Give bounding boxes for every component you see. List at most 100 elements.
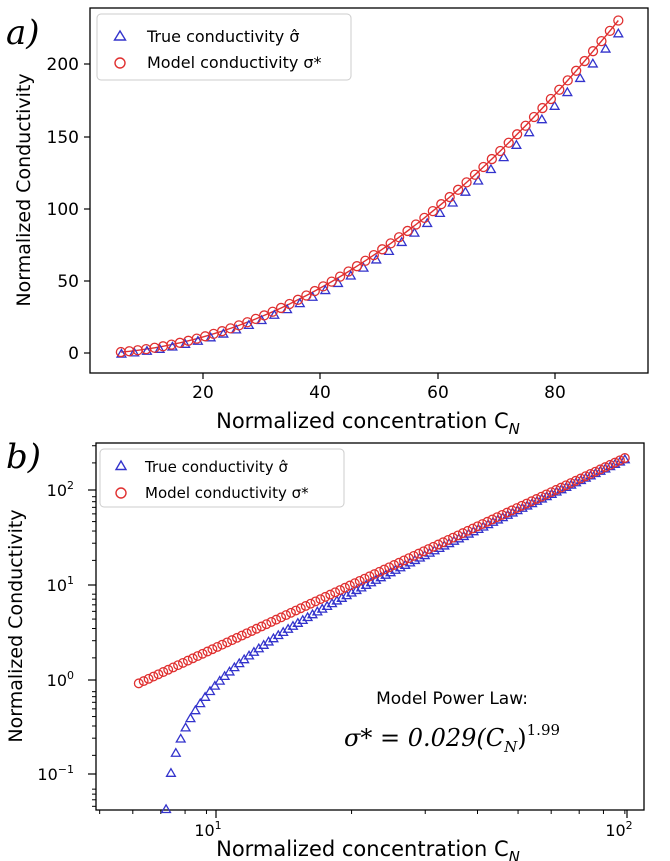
model-conductivity-point: [277, 613, 286, 622]
model-conductivity-point: [301, 602, 310, 611]
x-tick-label: 20: [192, 383, 214, 403]
model-conductivity-point: [287, 609, 296, 618]
model-conductivity-point: [355, 577, 364, 586]
y-tick-label: 101: [47, 574, 74, 595]
model-conductivity-point: [296, 604, 305, 613]
model-conductivity-point: [233, 634, 242, 643]
panel-b-data-points: [134, 454, 629, 813]
panel-a-y-ticks: 0 50 100 150 200: [47, 55, 90, 364]
model-conductivity-point: [311, 597, 320, 606]
model-conductivity-point: [336, 586, 345, 595]
y-tick-label: 50: [57, 272, 79, 292]
x-tick-label: 40: [309, 383, 331, 403]
true-conductivity-point: [220, 672, 229, 680]
model-conductivity-point: [139, 677, 148, 686]
model-conductivity-point: [193, 652, 202, 661]
model-conductivity-point: [267, 618, 276, 627]
model-conductivity-point: [321, 593, 330, 602]
legend-label-model: Model conductivity σ*: [145, 484, 309, 502]
true-conductivity-point: [171, 749, 180, 757]
panel-a-x-ticks: 20 40 60 80: [192, 373, 566, 403]
model-conductivity-point: [341, 583, 350, 592]
model-conductivity-point: [365, 572, 374, 581]
model-conductivity-point: [262, 620, 271, 629]
panel-a: a) 20 40 60 80 0 50 100 150 200 Normaliz…: [6, 8, 648, 438]
model-conductivity-point: [238, 631, 247, 640]
y-tick-label: 0: [68, 344, 79, 364]
model-conductivity-point: [257, 622, 266, 631]
y-tick-label: 200: [47, 55, 79, 75]
true-conductivity-point: [588, 59, 597, 67]
true-conductivity-point: [206, 687, 215, 695]
x-tick-label: 60: [427, 383, 449, 403]
model-conductivity-point: [306, 599, 315, 608]
model-conductivity-point: [203, 647, 212, 656]
model-conductivity-point: [184, 656, 193, 665]
model-conductivity-point: [228, 636, 237, 645]
x-tick-label: 80: [544, 383, 566, 403]
y-tick-label: 150: [47, 128, 79, 148]
panel-a-y-axis-label: Normalized Conductivity: [13, 73, 35, 306]
panel-b-x-ticks: 101 102: [194, 810, 632, 840]
true-conductivity-point: [176, 734, 185, 742]
model-conductivity-point: [154, 670, 163, 679]
model-conductivity-point: [144, 675, 153, 684]
model-conductivity-point: [174, 661, 183, 670]
panel-b: b) 101 102 10−1 100 101 102 Normalized c…: [5, 437, 644, 861]
x-tick-label: 102: [605, 819, 632, 840]
y-tick-label: 100: [47, 669, 74, 690]
power-law-annotation: Model Power Law: σ* = 0.029(CN)1.99: [344, 689, 560, 756]
true-conductivity-point: [186, 714, 195, 722]
model-conductivity-point: [242, 629, 251, 638]
legend-label-true: True conductivity σ̂: [144, 458, 288, 476]
model-conductivity-point: [149, 672, 158, 681]
model-conductivity-point: [419, 547, 428, 556]
true-conductivity-point: [215, 677, 224, 685]
model-conductivity-point: [134, 679, 143, 688]
true-conductivity-point: [181, 723, 190, 731]
legend-label-true: True conductivity σ̂: [146, 27, 300, 46]
model-conductivity-point: [424, 545, 433, 554]
annotation-title: Model Power Law:: [376, 689, 528, 709]
model-conductivity-point: [179, 659, 188, 668]
model-conductivity-point: [429, 542, 438, 551]
model-conductivity-point: [331, 588, 340, 597]
model-conductivity-point: [351, 579, 360, 588]
panel-b-y-axis-label: Normalized Conductivity: [5, 509, 27, 742]
model-conductivity-point: [326, 590, 335, 599]
y-tick-label: 102: [47, 479, 74, 500]
annotation-formula: σ* = 0.029(CN)1.99: [344, 721, 560, 756]
model-conductivity-point: [247, 627, 256, 636]
model-conductivity-point: [159, 668, 168, 677]
true-conductivity-point: [162, 805, 171, 813]
true-conductivity-point: [210, 682, 219, 690]
panel-b-label: b): [6, 437, 41, 477]
panel-a-x-axis-label: Normalized concentration CN: [216, 409, 520, 438]
panel-b-y-ticks: 10−1 100 101 102: [37, 479, 96, 784]
model-conductivity-point: [252, 624, 261, 633]
panel-a-label: a): [6, 13, 40, 53]
true-conductivity-point: [614, 29, 623, 37]
panel-b-x-axis-label: Normalized concentration CN: [216, 837, 520, 861]
legend-label-model: Model conductivity σ*: [147, 53, 322, 72]
model-conductivity-point: [164, 665, 173, 674]
model-conductivity-point: [292, 606, 301, 615]
y-tick-label: 100: [47, 200, 79, 220]
panel-a-legend: True conductivity σ̂ Model conductivity …: [97, 14, 351, 80]
true-conductivity-point: [201, 693, 210, 701]
panel-b-legend: True conductivity σ̂ Model conductivity …: [100, 449, 344, 507]
model-conductivity-point: [198, 649, 207, 658]
model-conductivity-point: [208, 645, 217, 654]
model-conductivity-point: [218, 640, 227, 649]
model-conductivity-point: [316, 595, 325, 604]
model-conductivity-point: [188, 654, 197, 663]
model-conductivity-point: [360, 574, 369, 583]
y-tick-label: 10−1: [37, 763, 74, 784]
model-conductivity-point: [213, 643, 222, 652]
model-conductivity-point: [282, 611, 291, 620]
true-conductivity-point: [167, 769, 176, 777]
model-conductivity-point: [346, 581, 355, 590]
model-conductivity-point: [223, 638, 232, 647]
model-conductivity-point: [272, 615, 281, 624]
